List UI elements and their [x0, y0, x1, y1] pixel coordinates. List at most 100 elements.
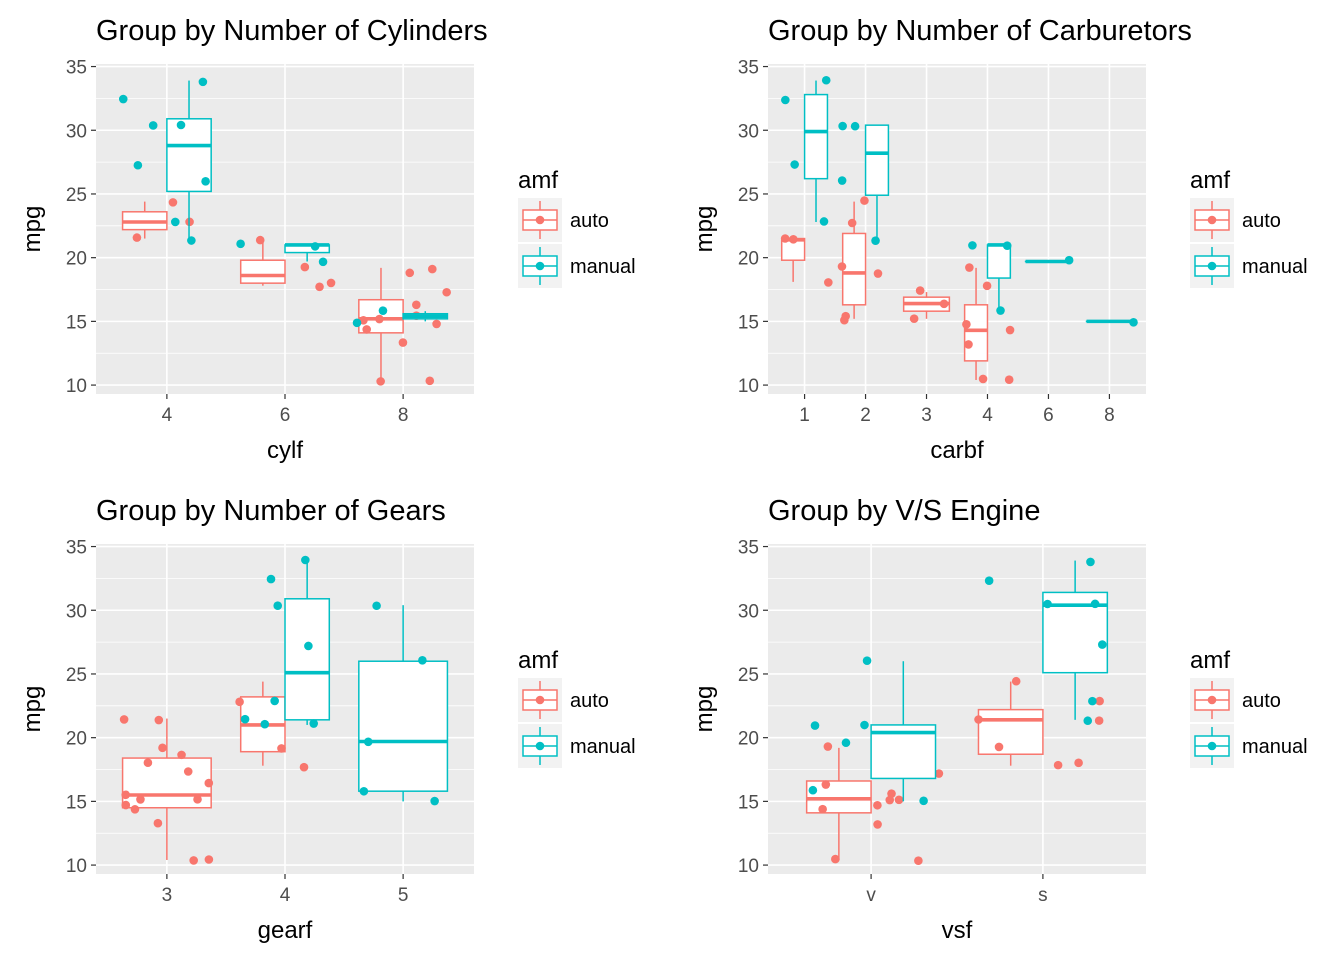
y-tick-label: 10 [738, 856, 759, 877]
data-point-auto [818, 804, 827, 814]
data-point-auto [177, 750, 186, 760]
data-point-manual [148, 121, 158, 130]
data-point-manual [1088, 696, 1097, 706]
legend-entry-label: auto [570, 690, 609, 712]
data-point-auto [143, 758, 153, 768]
data-point-auto [375, 314, 384, 324]
data-point-manual [1129, 318, 1138, 327]
legend-entry-label: manual [570, 256, 636, 278]
data-point-auto [412, 300, 421, 310]
data-point-auto [300, 262, 310, 272]
data-point-auto [427, 264, 437, 274]
data-point-manual [1064, 255, 1074, 265]
legend-entry-label: auto [1242, 210, 1281, 232]
data-point-manual [176, 120, 186, 130]
y-tick-label: 15 [738, 792, 759, 813]
data-point-manual [240, 714, 250, 724]
data-point-auto [964, 340, 973, 349]
data-point-manual [187, 236, 196, 245]
data-point-manual [309, 719, 318, 728]
data-point-auto [1095, 696, 1104, 706]
legend-title: amf [518, 647, 558, 674]
data-point-manual [862, 656, 872, 666]
data-point-manual [790, 160, 799, 169]
data-point-auto [840, 315, 849, 325]
box-manual [864, 124, 890, 196]
data-point-manual [821, 75, 831, 85]
y-tick-label: 35 [66, 58, 87, 79]
data-point-manual [837, 176, 847, 185]
data-point-manual [418, 656, 427, 665]
legend-key-point [535, 261, 545, 271]
data-point-auto [962, 319, 971, 329]
y-tick-label: 25 [66, 665, 87, 686]
data-point-auto [831, 854, 840, 864]
box-auto [977, 708, 1044, 755]
data-point-auto [824, 278, 833, 287]
data-point-auto [1053, 760, 1063, 770]
data-point-auto [315, 282, 324, 292]
y-tick-label: 30 [66, 601, 87, 622]
y-tick-label: 30 [66, 121, 87, 142]
chart-title: Group by V/S Engine [768, 495, 1040, 527]
y-tick-label: 10 [66, 376, 87, 397]
chart-title: Group by Number of Carburetors [768, 15, 1192, 47]
data-point-manual [266, 574, 276, 584]
data-point-manual [850, 121, 860, 131]
data-point-auto [119, 715, 129, 724]
data-point-auto [789, 235, 798, 244]
x-tick-label: 3 [162, 885, 173, 906]
y-axis-label: mpg [19, 686, 46, 733]
box-auto [841, 232, 867, 306]
y-tick-label: 25 [738, 665, 759, 686]
data-point-manual [1090, 599, 1100, 609]
data-point-manual [301, 555, 310, 565]
legend-title: amf [518, 167, 558, 194]
data-point-auto [1005, 325, 1015, 335]
data-point-auto [168, 198, 178, 207]
data-point-auto [425, 376, 435, 386]
y-tick-label: 35 [66, 538, 87, 559]
data-point-auto [914, 856, 923, 865]
y-tick-label: 20 [738, 729, 759, 750]
data-point-auto [442, 287, 451, 297]
y-axis-label: mpg [691, 206, 718, 253]
legend-key-point [1207, 695, 1217, 705]
data-point-manual [984, 576, 994, 585]
x-tick-label: 4 [162, 405, 173, 426]
data-point-manual [860, 720, 869, 730]
data-point-manual [1086, 557, 1095, 567]
data-point-auto [154, 715, 164, 725]
box-auto [239, 259, 286, 284]
data-point-manual [1083, 716, 1093, 726]
data-point-auto [255, 235, 265, 245]
y-axis-label: mpg [691, 686, 718, 733]
x-tick-label: 2 [860, 405, 871, 426]
y-tick-label: 35 [738, 538, 759, 559]
legend-key-point [1207, 261, 1217, 271]
y-tick-label: 15 [738, 312, 759, 333]
box-manual [358, 660, 449, 792]
data-point-manual [819, 217, 829, 226]
data-point-auto [121, 790, 130, 800]
box-manual [803, 93, 829, 180]
box-auto [805, 780, 872, 814]
y-tick-label: 30 [738, 121, 759, 142]
legend-key-point [535, 695, 545, 705]
data-point-auto [130, 805, 140, 814]
x-axis-label: carbf [930, 437, 984, 464]
legend-key-point [1207, 215, 1217, 225]
data-point-auto [132, 233, 142, 242]
data-point-auto [398, 338, 408, 347]
chart-title: Group by Number of Gears [96, 495, 446, 527]
data-point-auto [432, 319, 441, 329]
data-point-manual [378, 306, 388, 315]
chart-svg: 10 15 20 25 30 35 1 2 3 4 6 8 Group by Number of Car… [691, 15, 1308, 464]
data-point-auto [823, 742, 833, 751]
y-tick-label: 20 [66, 729, 87, 750]
data-point-auto [939, 299, 949, 309]
data-point-manual [270, 696, 279, 706]
data-point-auto [204, 855, 214, 864]
data-point-manual [968, 241, 977, 250]
x-tick-label: 4 [280, 885, 291, 906]
